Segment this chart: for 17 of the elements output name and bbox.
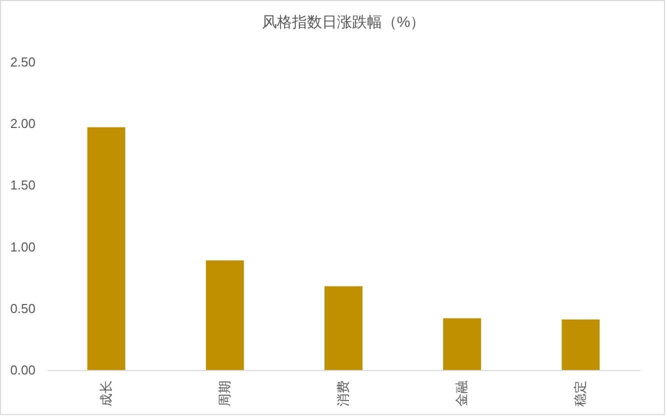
bar: [87, 127, 126, 370]
x-tick-label: 周期: [216, 380, 232, 406]
chart-title: 风格指数日涨跌幅（%）: [262, 14, 426, 31]
x-tick-label: 消费: [336, 380, 350, 406]
y-tick-label: 2.50: [10, 54, 36, 70]
y-tick-label: 2.00: [10, 116, 36, 132]
y-tick-label: 0.00: [10, 362, 36, 378]
bar: [562, 319, 600, 370]
y-tick-label: 0.50: [10, 300, 36, 316]
bar: [324, 286, 362, 370]
bar: [206, 260, 244, 370]
y-tick-label: 1.50: [10, 178, 36, 193]
bar: [443, 318, 482, 370]
x-tick-label: 金融: [454, 380, 470, 406]
x-tick-label: 成长: [98, 380, 114, 406]
x-tick-label: 稳定: [572, 380, 588, 406]
y-tick-label: 1.00: [10, 239, 36, 254]
